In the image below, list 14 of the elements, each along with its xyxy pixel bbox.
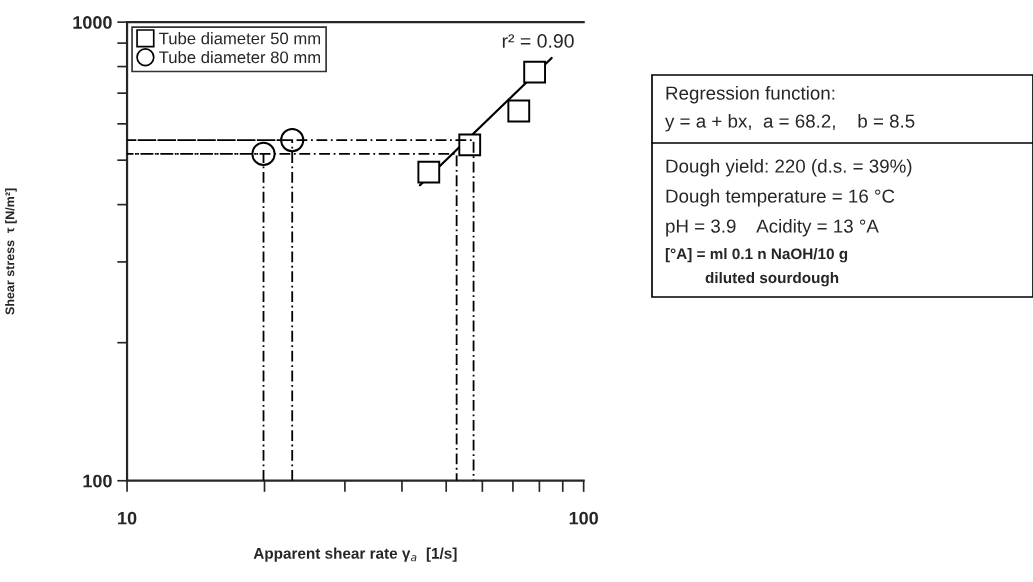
text: diluted sourdough <box>705 272 839 287</box>
text: [°A] = ml 0.1 n NaOH/10 g <box>665 248 848 263</box>
text: Dough temperature = 16 °C <box>666 189 895 207</box>
x-tick-label: 10 <box>118 511 137 525</box>
text: y = a + bx, a = 68.2, b = 8.5 <box>665 114 915 132</box>
legend-label: Tube diameter 50 mm <box>159 32 321 45</box>
x-axis-title: Apparent shear rate γ$_{a}$ [1/s] <box>253 547 457 562</box>
legend-label: Tube diameter 80 mm <box>159 50 321 64</box>
y-axis-title: Shear stress τ [N/m²] <box>5 188 17 315</box>
text: Dough yield: 220 (d.s. = 39%) <box>666 159 912 177</box>
annotation: r² = 0.90 <box>502 34 574 48</box>
y-tick-label: 1000 <box>73 16 112 29</box>
text: Regression function: <box>666 86 835 104</box>
text: pH = 3.9 Acidity = 13 °A <box>666 219 879 237</box>
